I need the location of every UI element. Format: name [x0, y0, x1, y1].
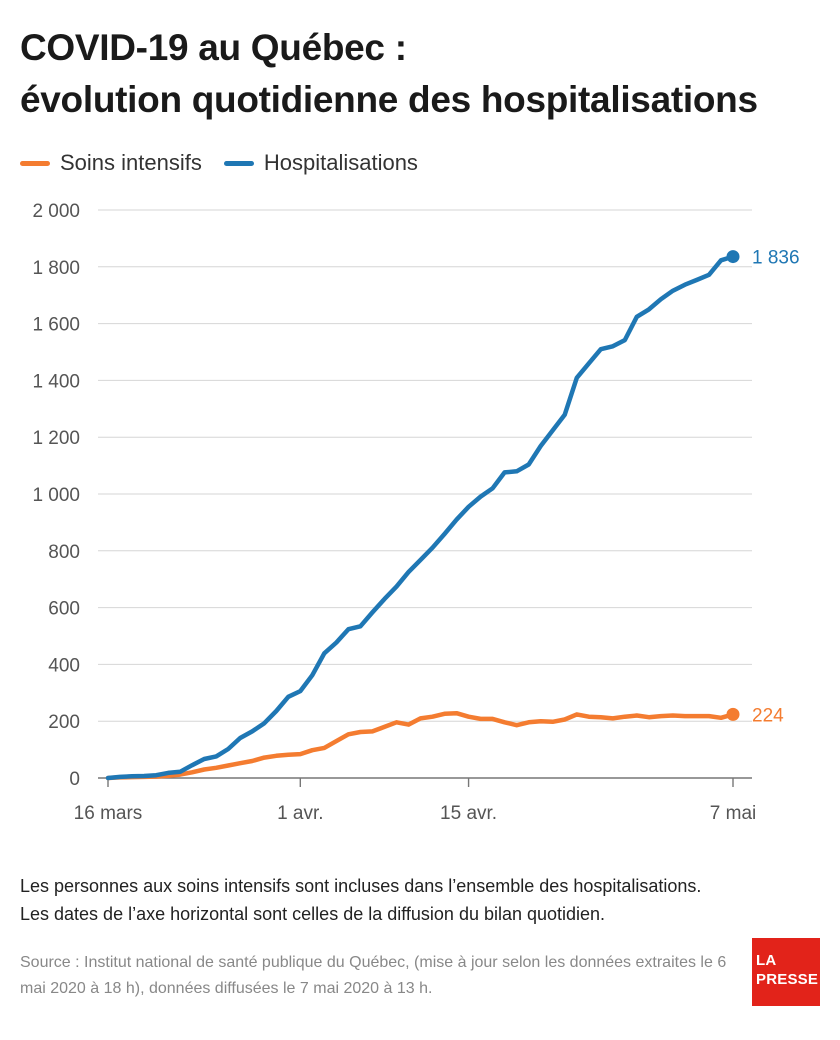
end-label-hospitalisations: 1 836	[752, 248, 800, 269]
legend-label-hospitalisations: Hospitalisations	[263, 150, 418, 175]
legend-swatch-soins-intensifs	[20, 160, 50, 166]
y-tick-label: 200	[48, 712, 80, 733]
logo-line-2: PRESSE	[756, 971, 819, 988]
note-line-1: Les personnes aux soins intensifs sont i…	[20, 876, 702, 896]
la-presse-logo: LA PRESSE	[752, 938, 820, 1006]
title-line-2: évolution quotidienne des hospitalisatio…	[20, 79, 758, 120]
y-tick-label: 1 200	[32, 428, 80, 449]
legend-item-hospitalisations: Hospitalisations	[223, 150, 418, 176]
x-tick-label: 16 mars	[74, 803, 143, 824]
title-line-1: COVID-19 au Québec :	[20, 27, 407, 68]
x-tick-label: 1 avr.	[277, 803, 323, 824]
legend-label-soins-intensifs: Soins intensifs	[60, 150, 202, 175]
chart-legend: Soins intensifs Hospitalisations	[20, 146, 440, 180]
y-tick-label: 1 400	[32, 371, 80, 392]
y-tick-label: 600	[48, 599, 80, 620]
chart-title: COVID-19 au Québec : évolution quotidien…	[20, 22, 820, 126]
end-point-hospitalisations	[726, 250, 740, 264]
y-tick-label: 0	[69, 769, 80, 790]
x-tick-label: 7 mai	[710, 803, 756, 824]
chart-notes: Les personnes aux soins intensifs sont i…	[20, 872, 820, 928]
logo-line-1: LA	[756, 952, 777, 969]
series-line-soins-intensifs	[105, 710, 736, 781]
y-tick-label: 1 000	[32, 485, 80, 506]
end-label-soins-intensifs: 224	[752, 705, 784, 726]
end-point-soins-intensifs	[726, 707, 740, 721]
y-tick-label: 1 600	[32, 315, 80, 336]
y-tick-label: 2 000	[32, 201, 80, 222]
y-tick-label: 400	[48, 655, 80, 676]
legend-item-soins-intensifs: Soins intensifs	[20, 150, 202, 176]
note-line-2: Les dates de l’axe horizontal sont celle…	[20, 904, 606, 924]
source-text: Source : Institut national de santé publ…	[20, 954, 727, 997]
y-tick-label: 1 800	[32, 258, 80, 279]
line-chart: 0 200 400 600 800 1 000 1 200 1 400 1 600 1 800 2 …	[32, 201, 800, 824]
legend-swatch-hospitalisations	[223, 160, 254, 166]
x-tick-label: 15 avr.	[440, 803, 497, 824]
y-tick-label: 800	[48, 542, 80, 563]
series-line-hospitalisations	[105, 254, 736, 781]
